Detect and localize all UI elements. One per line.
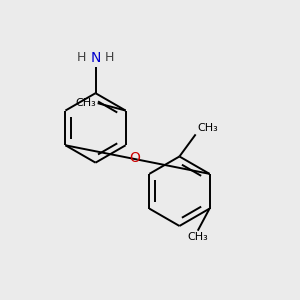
Text: O: O [129, 151, 140, 165]
Text: CH₃: CH₃ [197, 123, 218, 133]
Text: N: N [90, 51, 101, 65]
Text: H: H [105, 51, 114, 64]
Text: H: H [77, 51, 86, 64]
Text: CH₃: CH₃ [188, 232, 208, 242]
Text: CH₃: CH₃ [75, 98, 96, 108]
